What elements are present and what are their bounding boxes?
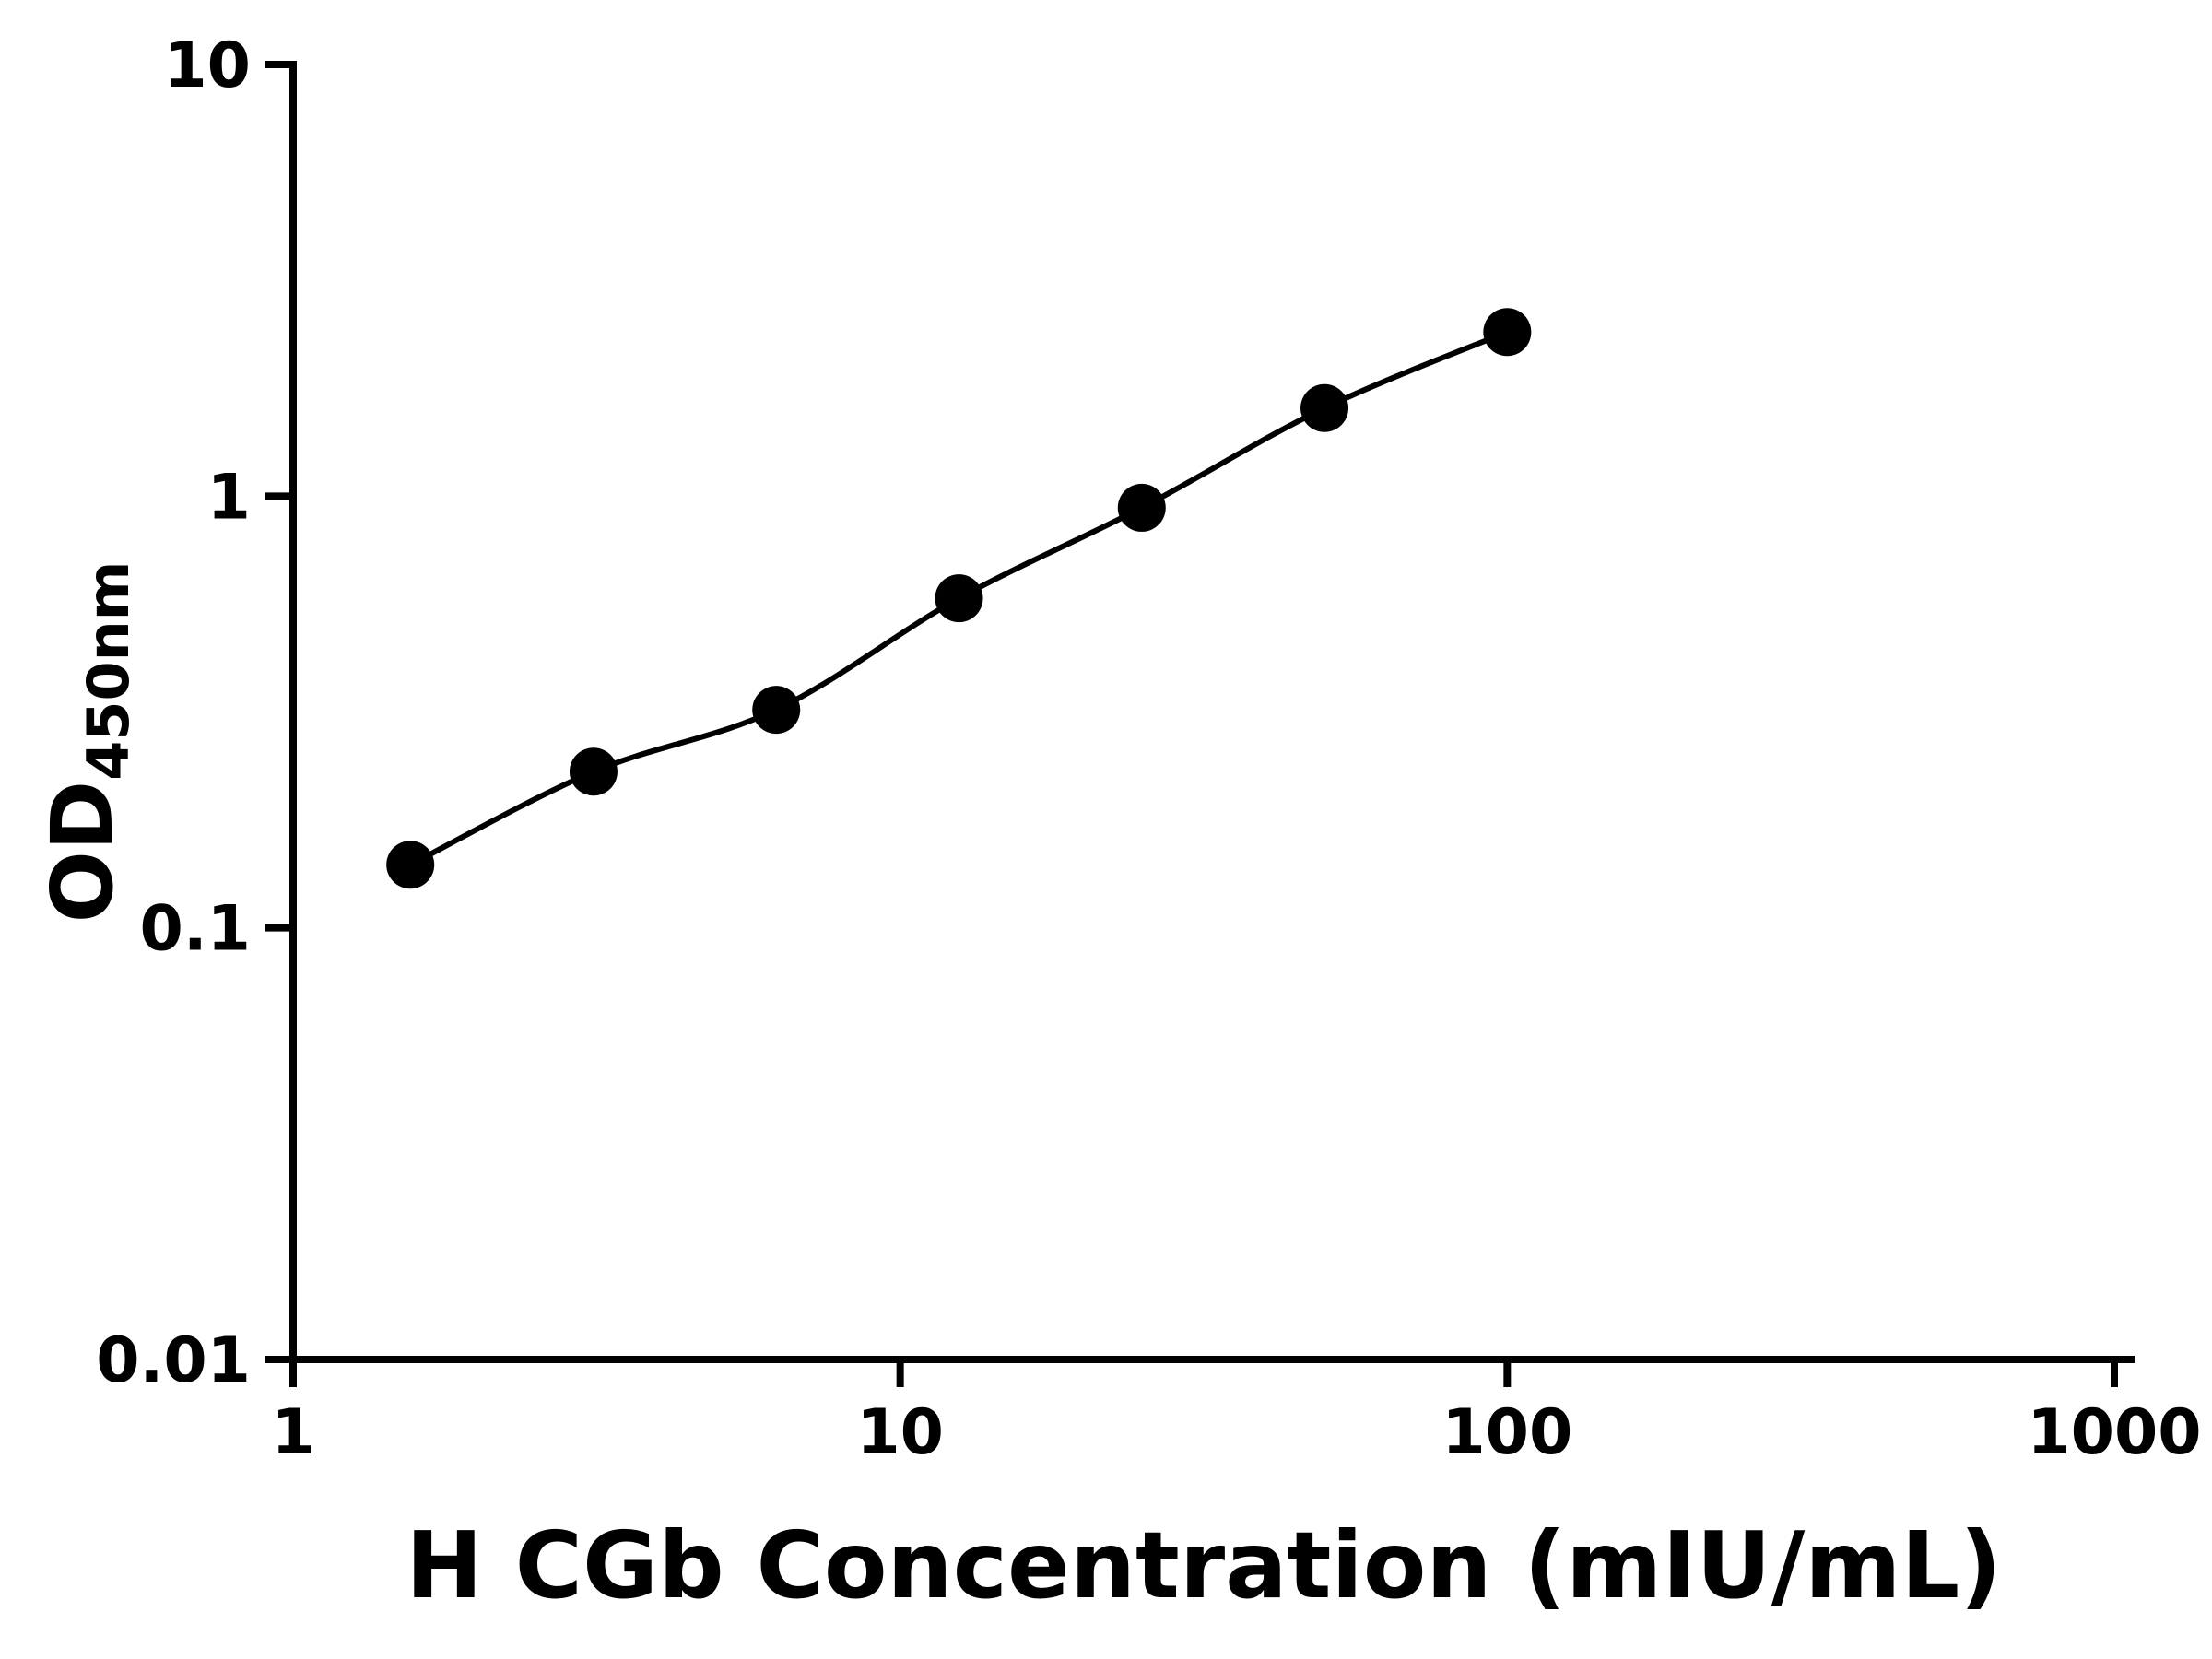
x-axis-title: H CGb Concentration (mIU/mL) [406,1512,2002,1619]
y-tick-label: 10 [163,29,251,102]
data-point [752,686,801,735]
data-point [386,841,435,889]
x-tick-label: 1 [271,1396,314,1469]
x-tick-label: 1000 [2027,1396,2201,1469]
data-point [1483,308,1532,357]
x-tick-label: 10 [856,1396,944,1469]
y-tick-label: 1 [207,461,251,534]
data-point [569,747,618,796]
y-tick-label: 0.1 [140,893,251,966]
data-point [1300,383,1349,432]
y-tick-label: 0.01 [96,1324,251,1397]
data-point [1117,483,1166,532]
x-tick-label: 100 [1441,1396,1572,1469]
data-point [935,574,983,623]
